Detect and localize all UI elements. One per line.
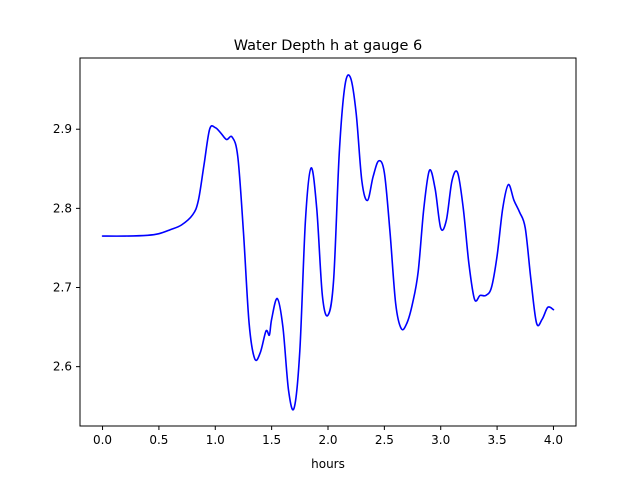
x-tick-label: 3.5	[488, 433, 507, 447]
x-tick-label: 2.0	[318, 433, 337, 447]
axes: 0.0 0.5 1.0 1.5 2.0 2.5 3.0 3.5 4.0 2.6 2.7 2.8 2.9	[53, 57, 577, 447]
y-tick-label: 2.8	[53, 201, 72, 215]
x-tick-label: 1.5	[262, 433, 281, 447]
y-tick-label: 2.6	[53, 360, 72, 374]
y-tick-label: 2.9	[53, 122, 72, 136]
x-axis-label: hours	[311, 457, 345, 471]
series-line-0	[101, 74, 555, 411]
y-tick-label: 2.7	[53, 281, 72, 295]
x-tick-label: 0.0	[93, 433, 112, 447]
chart-title: Water Depth h at gauge 6	[234, 38, 422, 54]
x-tick-label: 3.0	[431, 433, 450, 447]
x-tick-label: 4.0	[544, 433, 563, 447]
x-tick-label: 1.0	[206, 433, 225, 447]
x-tick-label: 2.5	[375, 433, 394, 447]
plot-area	[101, 74, 555, 411]
x-tick-label: 0.5	[149, 433, 168, 447]
